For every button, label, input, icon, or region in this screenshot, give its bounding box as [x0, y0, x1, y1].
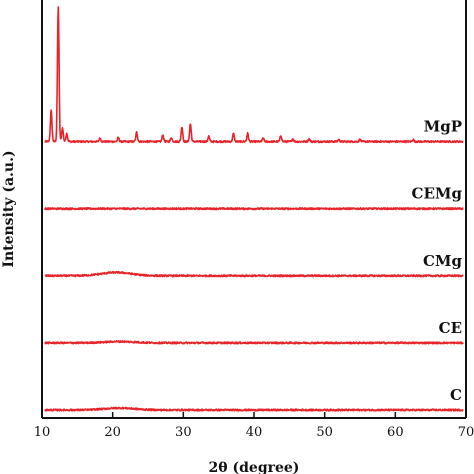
series-line-ce: [44, 339, 464, 345]
x-tick-label: 40: [246, 425, 263, 440]
x-tick-label: 10: [34, 425, 51, 440]
series-line-c: [44, 406, 464, 412]
x-ticks: 10 20 30 40 50 60 70: [34, 412, 474, 440]
series-group: [44, 6, 464, 412]
x-tick-label: 30: [175, 425, 192, 440]
x-tick-label: 70: [458, 425, 474, 440]
series-label-c: C: [450, 386, 462, 404]
x-tick-label: 20: [104, 425, 121, 440]
series-line-cemg: [44, 207, 464, 211]
x-tick-label: 60: [387, 425, 404, 440]
series-labels: MgP CEMg CMg CE C: [412, 118, 463, 404]
series-line-mgp: [44, 6, 464, 144]
y-axis-label: Intensity (a.u.): [1, 150, 17, 267]
series-label-mgp: MgP: [424, 118, 462, 136]
series-label-cmg: CMg: [423, 252, 463, 270]
x-axis-label: 2θ (degree): [209, 460, 300, 474]
series-label-ce: CE: [439, 319, 462, 337]
series-line-cmg: [44, 270, 464, 278]
x-tick-label: 50: [316, 425, 333, 440]
series-label-cemg: CEMg: [412, 185, 463, 203]
